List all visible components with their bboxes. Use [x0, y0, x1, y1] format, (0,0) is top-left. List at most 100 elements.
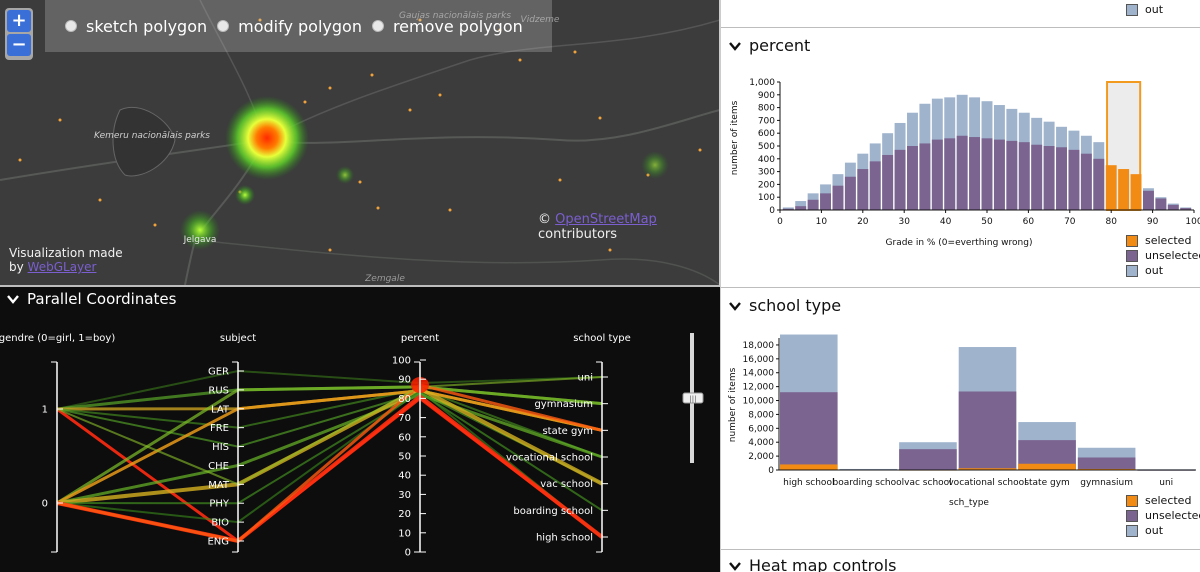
modify-polygon-option[interactable]: modify polygon: [217, 17, 362, 36]
zoom-out-button[interactable]: −: [7, 34, 31, 56]
percent-histogram[interactable]: 0 100 200 300 400 500 600 700 800 900 1,000 0 10 20 30…: [721, 68, 1200, 258]
remove-polygon-label: remove polygon: [392, 16, 523, 36]
parallel-coordinates-plot[interactable]: gendre (0=girl, 1=boy) subject percent s…: [0, 287, 720, 572]
histogram-x-tick: 100: [1185, 217, 1200, 227]
subject-tick-label: FRE: [210, 423, 229, 434]
histogram-y-tick: 1,000: [749, 78, 775, 88]
school-type-tick-label: boarding school: [513, 506, 593, 517]
histogram-bar-unselected: [894, 149, 906, 210]
remove-polygon-option[interactable]: remove polygon: [371, 16, 523, 36]
histogram-bar-unselected: [1080, 153, 1092, 210]
school-type-tick-label: state gym: [542, 426, 593, 437]
histogram-bar-selected: [1105, 165, 1117, 210]
credit-by: by: [9, 260, 24, 274]
axis-label-school-type: school type: [573, 333, 631, 344]
histogram-axes: 0 100 200 300 400 500 600 700 800 900 1,000 0 10 20 30…: [749, 78, 1200, 227]
chevron-down-icon[interactable]: [729, 560, 741, 572]
webglayer-link[interactable]: WebGLayer: [27, 260, 97, 274]
credit-line: Visualization made: [9, 246, 123, 260]
school-y-tick: 14,000: [743, 369, 775, 379]
school-y-tick: 12,000: [743, 383, 775, 393]
school-x-axis-label: sch_type: [949, 498, 989, 508]
place-label-zemgale: Zemgale: [364, 274, 405, 284]
vertical-divider: [719, 0, 721, 572]
subject-tick-label: RUS: [208, 385, 229, 396]
school-bar-unselected: [958, 391, 1017, 470]
histogram-y-tick: 100: [758, 193, 775, 203]
school-y-axis-label: number of items: [728, 367, 738, 442]
histogram-bar-unselected: [857, 169, 869, 210]
histogram-bar-unselected: [981, 138, 993, 210]
heatmap-panel-header[interactable]: Heat map controls: [729, 556, 896, 572]
sketch-polygon-option[interactable]: sketch polygon: [65, 17, 207, 36]
axis-label-gendre: gendre (0=girl, 1=boy): [0, 333, 115, 344]
histogram-x-tick: 60: [1023, 217, 1035, 227]
map-view[interactable]: Kemeru nacionālais parks Jelgava Zemgale…: [0, 0, 720, 285]
opacity-slider-handle[interactable]: [682, 392, 704, 404]
histogram-x-tick: 20: [857, 217, 869, 227]
school-category-label: boarding school: [833, 478, 905, 488]
pc-line: [56, 392, 603, 505]
pc-line: [56, 369, 603, 410]
histogram-x-tick: 90: [1147, 217, 1159, 227]
school-bar-selected: [1018, 463, 1076, 470]
percent-panel-header[interactable]: percent: [729, 36, 810, 55]
histogram-bar-out: [795, 201, 807, 210]
school-y-tick: 18,000: [743, 341, 775, 351]
place-label-kemeru: Kemeru nacionālais parks: [94, 131, 210, 141]
axis-label-subject: subject: [220, 333, 256, 344]
histogram-y-tick: 200: [758, 180, 775, 190]
sketch-polygon-label: sketch polygon: [86, 16, 208, 36]
subject-tick-label: ENG: [207, 537, 229, 548]
pc-line: [56, 385, 603, 411]
chevron-down-icon[interactable]: [7, 293, 19, 305]
subject-tick-label: MAT: [208, 480, 230, 491]
gendre-tick-label: 1: [42, 405, 48, 416]
school-panel-header[interactable]: school type: [729, 296, 841, 315]
subject-tick-label: CHE: [208, 461, 229, 472]
histogram-y-tick: 600: [758, 129, 775, 139]
histogram-bar-unselected: [956, 135, 968, 210]
sketch-polygon-radio[interactable]: [65, 20, 77, 32]
top-legend-out-label: out: [1145, 3, 1164, 16]
separator: [721, 549, 1200, 550]
school-bar-selected: [780, 464, 838, 470]
pc-line: [56, 376, 603, 486]
school-category-label: state gym: [1024, 478, 1069, 488]
school-y-tick: 10,000: [743, 397, 775, 407]
histogram-bar-unselected: [844, 176, 856, 210]
histogram-bar-unselected: [795, 206, 807, 210]
histogram-bar-unselected: [931, 139, 943, 210]
percent-tick-label: 30: [398, 490, 411, 501]
modify-polygon-radio[interactable]: [217, 20, 230, 32]
histogram-bar-unselected: [882, 154, 894, 210]
histogram-bar-unselected: [1043, 146, 1055, 210]
histogram-bar-unselected: [1143, 190, 1154, 210]
pc-line: [56, 383, 603, 543]
chevron-down-icon[interactable]: [729, 40, 741, 52]
school-type-tick-label: uni: [578, 373, 593, 384]
top-legend: out: [1126, 2, 1163, 17]
histogram-y-tick: 800: [758, 104, 775, 114]
map-attribution: © OpenStreetMap contributors: [538, 212, 720, 242]
gendre-tick-label: 0: [42, 499, 48, 510]
selected-swatch: [1126, 494, 1138, 507]
percent-tick-label: 60: [398, 432, 411, 443]
chevron-down-icon[interactable]: [729, 300, 741, 312]
zoom-in-button[interactable]: +: [7, 10, 31, 32]
pc-header[interactable]: Parallel Coordinates: [7, 290, 176, 308]
histogram-y-tick: 300: [758, 168, 775, 178]
selected-swatch: [1126, 234, 1138, 247]
modify-polygon-label: modify polygon: [238, 16, 362, 36]
map-canvas[interactable]: Kemeru nacionālais parks Jelgava Zemgale…: [0, 0, 720, 285]
school-y-tick: 0: [768, 466, 774, 476]
separator: [721, 27, 1200, 28]
pc-line: [56, 387, 603, 458]
percent-tick-label: 70: [398, 413, 411, 424]
map-pc-divider: [0, 285, 720, 287]
remove-polygon-radio[interactable]: [371, 20, 384, 32]
histogram-y-tick: 700: [758, 116, 775, 126]
osm-link[interactable]: OpenStreetMap: [555, 212, 657, 227]
histogram-bar-unselected: [993, 139, 1005, 210]
